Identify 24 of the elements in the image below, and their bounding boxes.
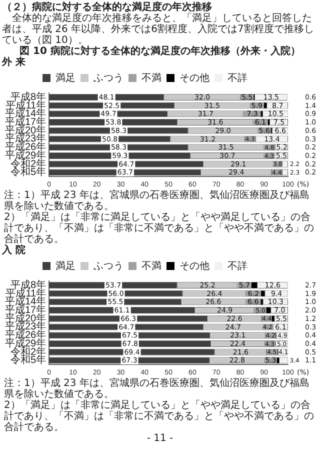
text: - 11 -	[146, 433, 174, 444]
y-tick-label: 令和5年	[10, 166, 46, 178]
chart-subtitle: 外 来	[2, 57, 26, 68]
text: 全体的な満足度の年次推移をみると、「満足」していると回答した者は、平成 26 年以降、外来では6割程度、入院では7割程度で推移している（図 10）。	[2, 13, 315, 46]
text: （２）病院に対する全体的な満足度の年次推移	[2, 2, 213, 13]
legend-label: 満足	[56, 72, 76, 84]
legend-label: ふつう	[92, 72, 124, 84]
legend-label: 不満	[142, 72, 162, 84]
legend-label: ふつう	[92, 260, 124, 272]
chart-title: 図 10 病院に対する全体的な満足度の年次推移（外来・入院）	[20, 46, 302, 57]
y-tick-label: 令和5年	[10, 354, 46, 366]
text: 2）「満足」は「非常に満足している」と「やや満足している」の合計であり、「不満」は「非常に不満である」と「やや不満である」の合計である。	[4, 212, 315, 245]
text: 2）「満足」は「非常に満足している」と「やや満足している」の合計であり、「不満」は「非常に不満である」と「やや不満である」の合計である。	[3, 400, 315, 433]
text: 注：1）平成 23 年は、宮城県の石巻医療圏、気仙沼医療圏及び福島県を除いた数値である。	[3, 378, 310, 400]
y-tick-label: 平成8年	[10, 278, 46, 291]
legend-label: その他	[180, 72, 210, 84]
legend-label: 満足	[56, 260, 76, 272]
text: 注：1）平成 23 年は、宮城県の石巻医療圏、気仙沼医療圏及び福島県を除いた数値である。	[3, 190, 310, 212]
legend-label: 不満	[142, 260, 162, 272]
chart-title: 入 院	[2, 245, 26, 256]
legend-label: 不詳	[228, 260, 248, 272]
legend-label: その他	[180, 260, 210, 272]
y-tick-label: 平成8年	[10, 90, 46, 103]
legend-label: 不詳	[228, 72, 248, 84]
